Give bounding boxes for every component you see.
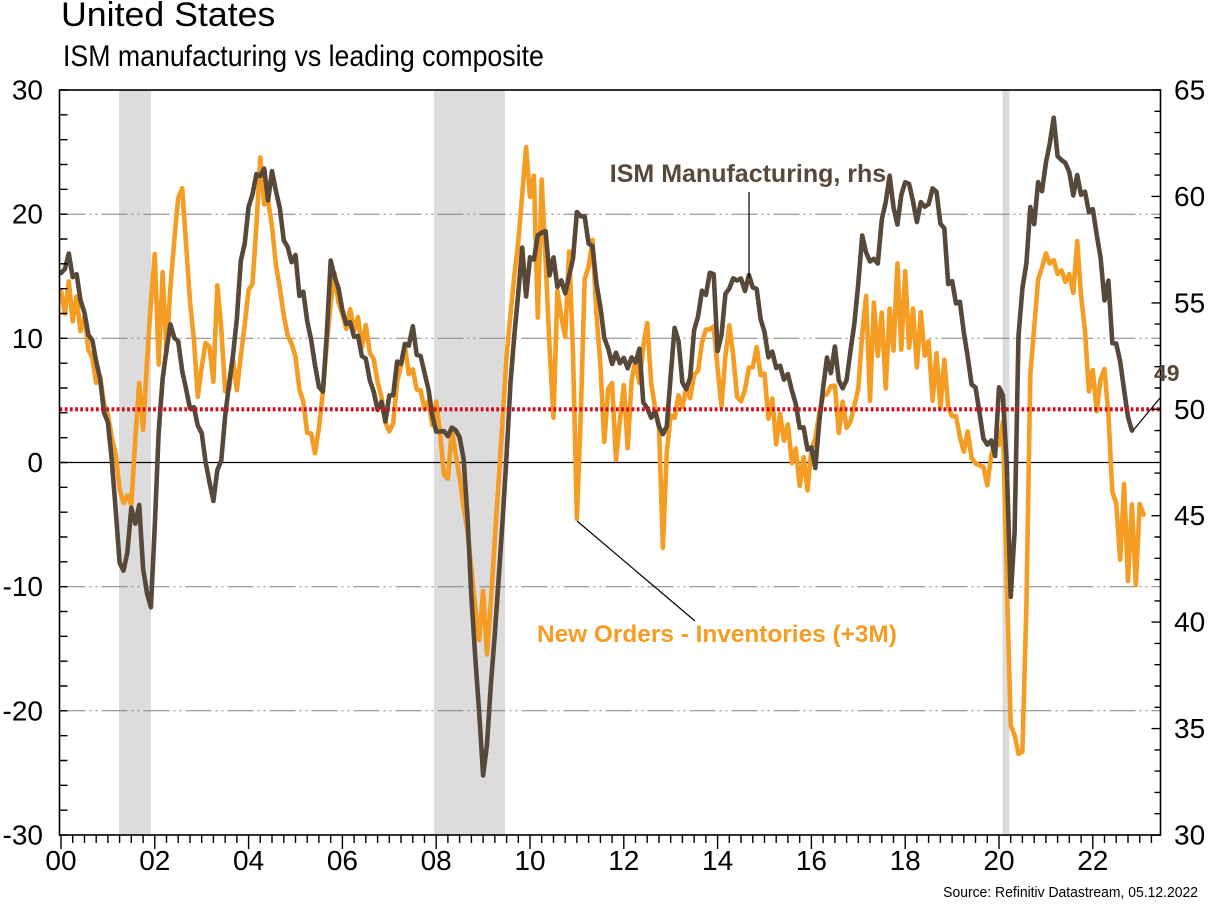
svg-text:20: 20 [983,845,1014,876]
svg-text:49: 49 [1154,360,1180,386]
svg-text:22: 22 [1077,845,1108,876]
svg-text:40: 40 [1174,607,1205,638]
svg-text:08: 08 [421,845,452,876]
svg-text:55: 55 [1174,287,1205,318]
svg-text:-10: -10 [3,571,43,602]
svg-text:30: 30 [12,75,43,106]
svg-text:14: 14 [702,845,733,876]
svg-text:00: 00 [45,845,76,876]
svg-text:06: 06 [327,845,358,876]
svg-text:New Orders - Inventories (+3M): New Orders - Inventories (+3M) [537,621,897,648]
svg-text:45: 45 [1174,500,1205,531]
svg-text:10: 10 [514,845,545,876]
svg-text:20: 20 [12,199,43,230]
svg-text:35: 35 [1174,713,1205,744]
svg-text:65: 65 [1174,75,1205,106]
svg-text:02: 02 [139,845,170,876]
svg-text:ISM Manufacturing, rhs: ISM Manufacturing, rhs [610,160,886,188]
svg-text:30: 30 [1174,820,1205,851]
svg-text:10: 10 [12,323,43,354]
svg-text:-30: -30 [3,820,43,851]
svg-text:60: 60 [1174,181,1205,212]
svg-text:Source: Refinitiv Datastream,: Source: Refinitiv Datastream, 05.12.2022 [943,885,1198,902]
svg-text:50: 50 [1174,394,1205,425]
svg-text:16: 16 [796,845,827,876]
svg-text:-20: -20 [3,695,43,726]
svg-text:18: 18 [890,845,921,876]
svg-text:04: 04 [233,845,264,876]
svg-text:12: 12 [608,845,639,876]
svg-text:0: 0 [27,447,43,478]
